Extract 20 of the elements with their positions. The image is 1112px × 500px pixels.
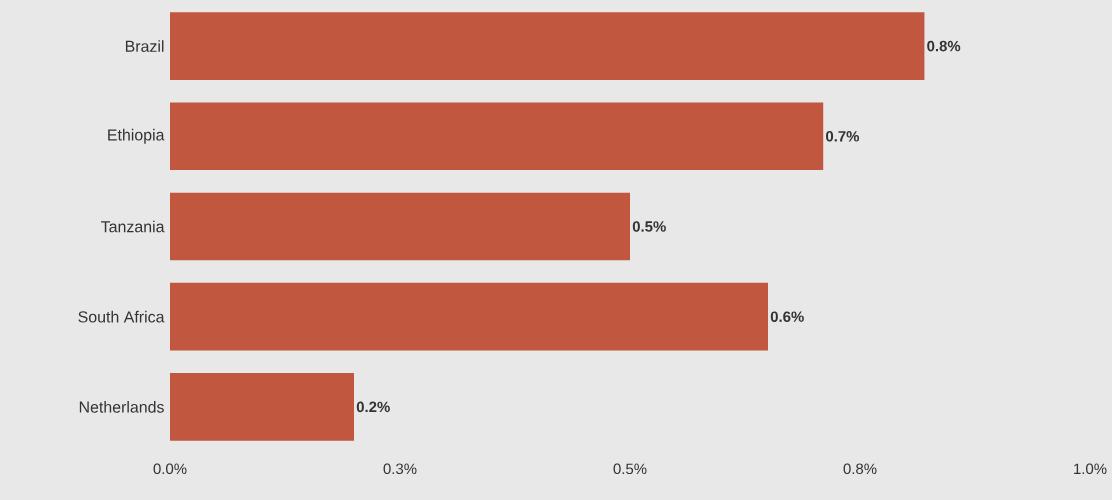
- x-tick-label: 0.8%: [843, 463, 877, 475]
- bar: [170, 12, 925, 80]
- data-label: 0.6%: [770, 311, 804, 322]
- bar: [170, 282, 769, 351]
- x-tick-label: 0.3%: [383, 463, 417, 475]
- y-tick-label: Brazil: [125, 40, 164, 52]
- y-tick-label: South Africa: [78, 310, 165, 323]
- y-tick-label: Ethiopia: [108, 128, 165, 144]
- data-label: 0.2%: [356, 401, 390, 413]
- data-label: 0.7%: [826, 131, 860, 142]
- x-tick-label: 0.5%: [613, 463, 647, 475]
- data-label: 0.8%: [927, 40, 961, 52]
- x-tick-label: 1.0%: [1074, 463, 1107, 475]
- y-tick-label: Tanzania: [101, 220, 165, 233]
- x-tick-label: 0.0%: [153, 463, 187, 475]
- bar: [170, 373, 355, 441]
- bar: [170, 192, 631, 261]
- y-tick-label: Netherlands: [79, 401, 164, 413]
- bar: [170, 102, 824, 171]
- data-label: 0.5%: [632, 221, 666, 232]
